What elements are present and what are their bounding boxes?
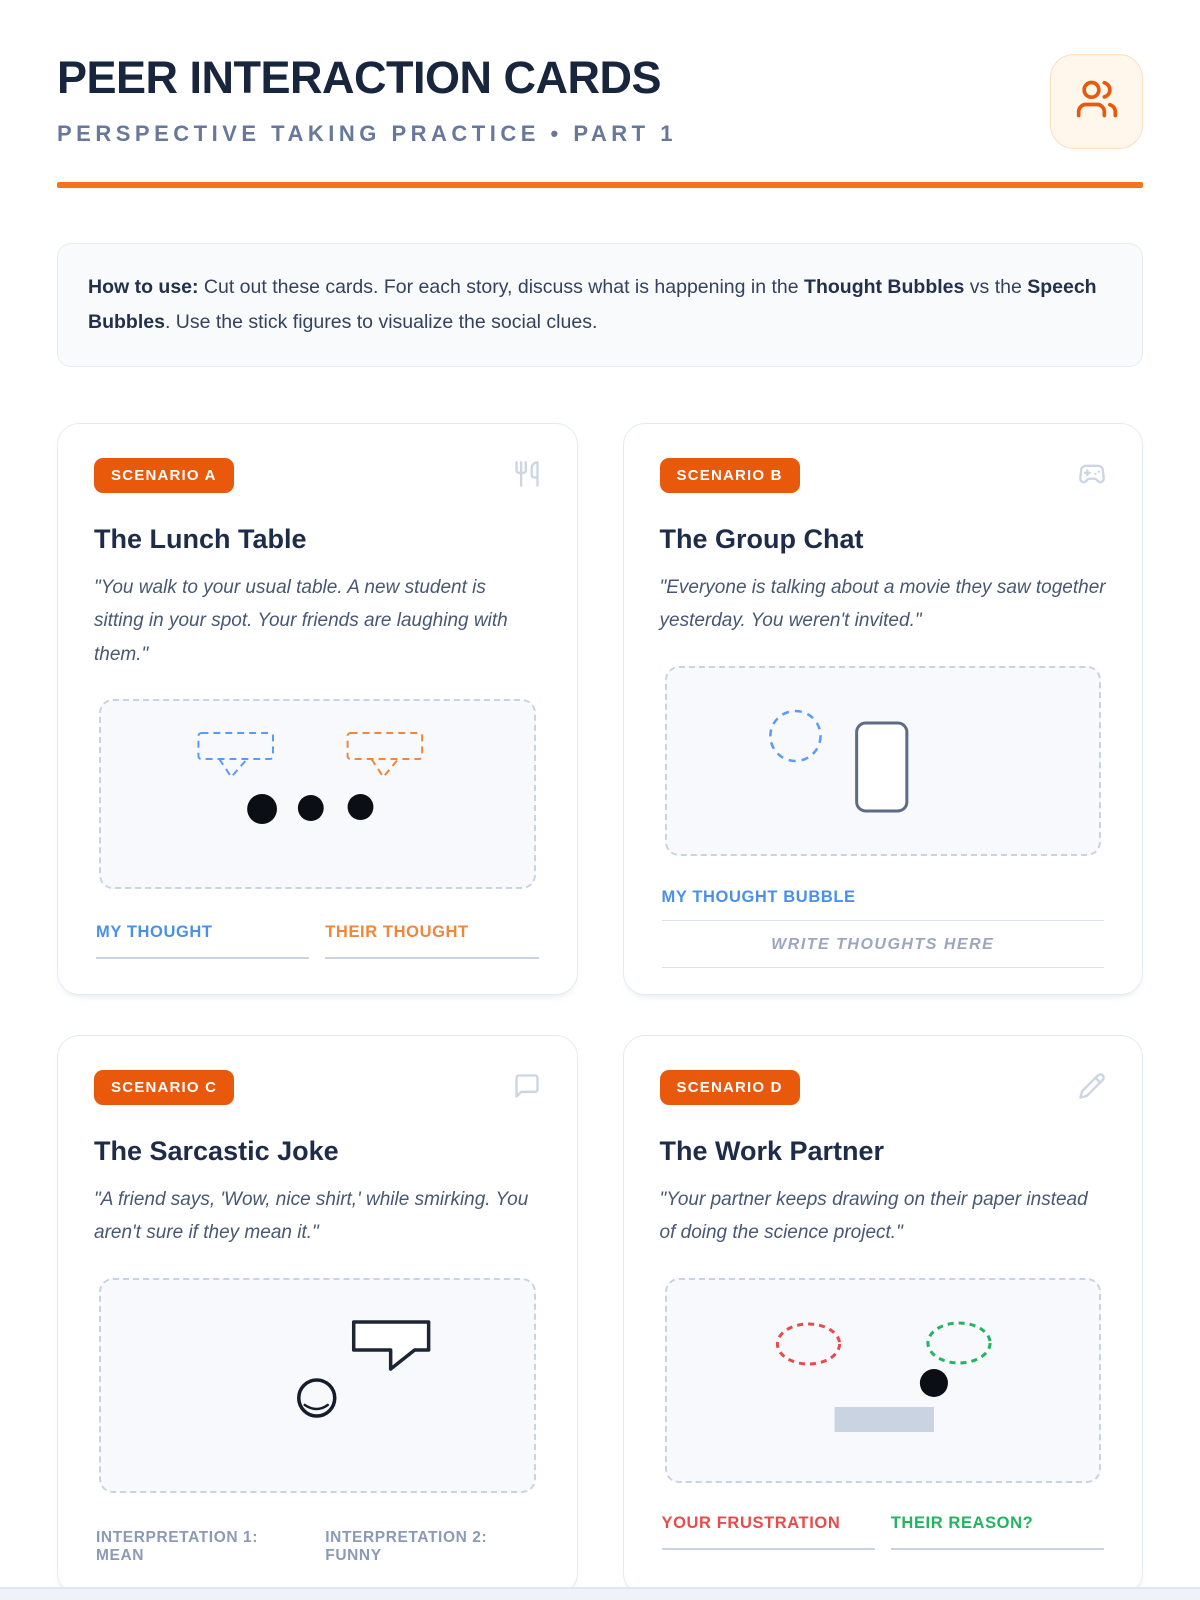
their-thought-label: THEIR THOUGHT: [325, 922, 469, 941]
stick-figure-heads: [247, 793, 374, 824]
card-title: The Group Chat: [659, 524, 864, 555]
scenario-card-b: SCENARIO B The Group Chat "Everyone is t…: [622, 423, 1143, 996]
scenario-quote: "A friend says, 'Wow, nice shirt,' while…: [94, 1189, 529, 1244]
write-line[interactable]: [661, 919, 1104, 921]
card-grid: SCENARIO A The Lunch Table "You walk to …: [57, 423, 1143, 1596]
their-thought-write-line[interactable]: [325, 956, 539, 959]
bottom-section-divider: [0, 1587, 1200, 1600]
my-thought-label: MY THOUGHT: [96, 922, 213, 941]
my-thought-write-line[interactable]: [96, 956, 310, 959]
stick-figure-scene-b: [664, 665, 1101, 856]
speech-bubble-sketch: [351, 1319, 431, 1371]
page-header: PEER INTERACTION CARDS PERSPECTIVE TAKIN…: [57, 52, 1143, 149]
speech-bubble-icon: [513, 1072, 541, 1105]
howto-text: vs the: [964, 276, 1028, 298]
howto-text: . Use the stick figures to visualize the…: [164, 311, 598, 334]
card-title: The Sarcastic Joke: [94, 1136, 339, 1167]
write-thoughts-placeholder: WRITE THOUGHTS HERE: [771, 935, 995, 953]
my-thought-bubble-sketch: [197, 731, 274, 779]
partner-head-sketch: [919, 1368, 948, 1397]
scenario-card-a: SCENARIO A The Lunch Table "You walk to …: [57, 423, 578, 996]
their-reason-write-line[interactable]: [890, 1547, 1104, 1550]
their-thought-bubble-sketch: [346, 731, 424, 779]
smirking-face-sketch: [297, 1377, 337, 1418]
page-title: PEER INTERACTION CARDS: [57, 52, 662, 103]
work-partner-sketch: [775, 1321, 992, 1432]
my-thought-bubble-label: MY THOUGHT BUBBLE: [661, 887, 856, 906]
gamepad-icon: [1078, 460, 1106, 493]
utensils-icon: [513, 460, 541, 493]
header-icon-box: [1050, 54, 1143, 149]
scenario-card-d: SCENARIO D The Work Partner "Your partne…: [622, 1035, 1143, 1596]
pencil-icon: [1078, 1072, 1106, 1105]
desk-sketch: [834, 1406, 934, 1432]
empty-thought-bubble-sketch: [768, 709, 822, 762]
their-reason-label: THEIR REASON?: [890, 1513, 1034, 1532]
your-frustration-label: YOUR FRUSTRATION: [661, 1513, 841, 1532]
scenario-quote: "Everyone is talking about a movie they …: [659, 577, 1106, 632]
your-frustration-write-line[interactable]: [661, 1547, 875, 1550]
scenario-quote: "Your partner keeps drawing on their pap…: [659, 1189, 1088, 1244]
card-title: The Lunch Table: [94, 524, 307, 555]
frustration-bubble-sketch: [775, 1322, 841, 1366]
interpretation-1-label: INTERPRETATION 1: MEAN: [96, 1528, 259, 1564]
stick-figure-scene-d: [664, 1277, 1101, 1483]
write-line[interactable]: [661, 966, 1104, 968]
interpretation-2-label: INTERPRETATION 2: FUNNY: [325, 1528, 488, 1564]
howto-bold-speech: Speech Bubbles: [88, 276, 1097, 334]
howto-bold-thought: Thought Bubbles: [804, 276, 965, 298]
howto-text: Cut out these cards. For each story, dis…: [198, 276, 805, 298]
scenario-b-badge: SCENARIO B: [659, 458, 800, 494]
card-title: The Work Partner: [659, 1136, 885, 1167]
how-to-use-box: How to use: Cut out these cards. For eac…: [57, 243, 1143, 368]
stick-figure-scene-a: [99, 698, 536, 889]
accent-divider: [57, 182, 1143, 188]
howto-lead: How to use:: [88, 276, 199, 298]
scenario-a-badge: SCENARIO A: [94, 458, 234, 494]
reason-bubble-sketch: [925, 1321, 992, 1365]
scenario-d-badge: SCENARIO D: [659, 1070, 800, 1106]
phone-sketch: [854, 721, 908, 813]
scenario-c-badge: SCENARIO C: [94, 1070, 235, 1106]
scenario-card-c: SCENARIO C The Sarcastic Joke "A friend …: [57, 1035, 578, 1596]
scenario-quote: "You walk to your usual table. A new stu…: [94, 577, 508, 665]
sarcastic-joke-sketch: [297, 1319, 431, 1418]
lunch-table-sketch: [197, 731, 424, 824]
group-chat-sketch: [768, 709, 908, 813]
users-icon: [1075, 77, 1119, 126]
stick-figure-scene-c: [99, 1277, 536, 1493]
page-subtitle: PERSPECTIVE TAKING PRACTICE • PART 1: [57, 121, 677, 146]
